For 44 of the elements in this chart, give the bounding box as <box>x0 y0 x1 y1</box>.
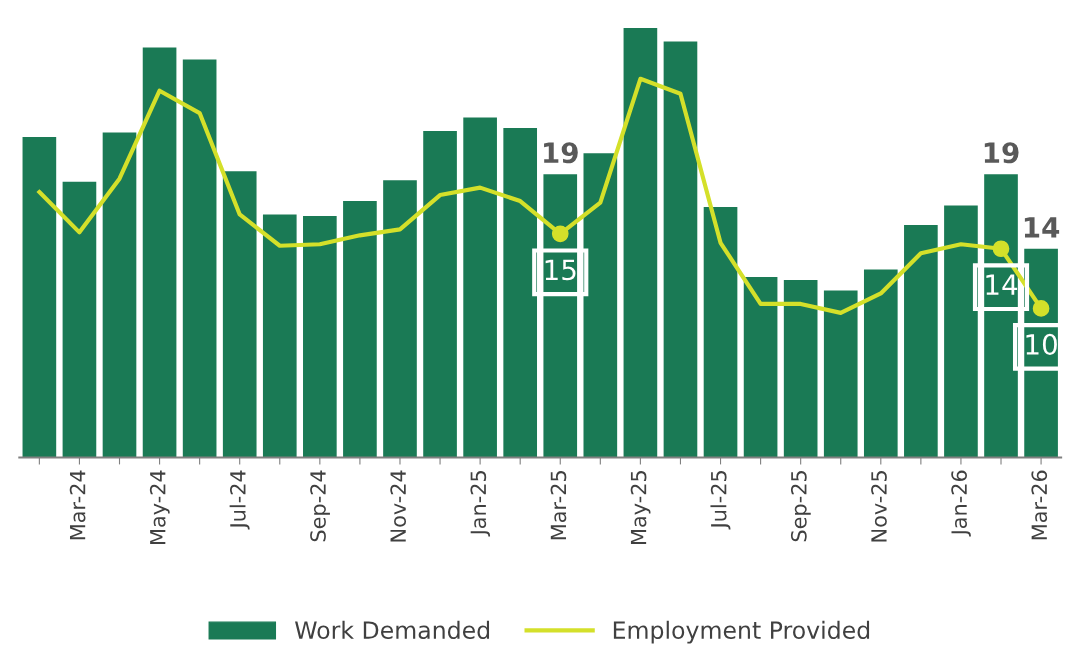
bar <box>62 181 97 458</box>
x-tick-label: Jan-26 <box>951 470 971 537</box>
bar <box>783 280 818 458</box>
bar <box>142 47 177 458</box>
x-tick-label: Mar-26 <box>1031 470 1048 540</box>
bar <box>904 224 938 458</box>
legend-label: Work Demanded <box>295 620 490 640</box>
data-label: 15 <box>545 259 576 281</box>
bar <box>743 277 778 458</box>
x-tick-label: May-25 <box>630 471 651 544</box>
bar <box>262 214 297 458</box>
x-tick-label: Mar-24 <box>69 470 86 540</box>
bar <box>663 41 698 458</box>
data-label: 19 <box>544 142 578 164</box>
x-tick-label: Sep-25 <box>790 471 811 542</box>
x-tick-label: Jul-24 <box>229 470 250 530</box>
bar <box>583 153 618 458</box>
bar <box>863 269 898 458</box>
bar <box>944 205 978 458</box>
x-tick-label: Nov-25 <box>871 471 887 542</box>
data-label: 14 <box>986 274 1018 295</box>
x-tick-label: May-24 <box>149 470 170 544</box>
bar <box>383 180 417 458</box>
x-tick-label: Mar-25 <box>550 471 567 540</box>
bar <box>703 207 738 458</box>
bar <box>423 130 457 458</box>
bar <box>343 201 377 458</box>
bar <box>22 136 57 458</box>
x-tick-label: Sep-24 <box>310 470 330 542</box>
bar <box>303 215 337 458</box>
bar <box>463 117 497 458</box>
bar <box>222 171 257 458</box>
legend-label: Employment Provided <box>613 620 870 644</box>
data-label: 14 <box>1024 217 1060 238</box>
bar <box>503 127 538 458</box>
bar <box>823 290 858 458</box>
bar <box>623 28 658 458</box>
bar <box>182 59 217 458</box>
x-tick-label: Jan-25 <box>470 471 491 537</box>
x-tick-label: Jul-25 <box>710 471 731 530</box>
data-label: 10 <box>1026 333 1057 355</box>
x-tick-label: Nov-24 <box>390 470 407 542</box>
data-label: 19 <box>984 142 1019 164</box>
bar <box>102 132 137 458</box>
